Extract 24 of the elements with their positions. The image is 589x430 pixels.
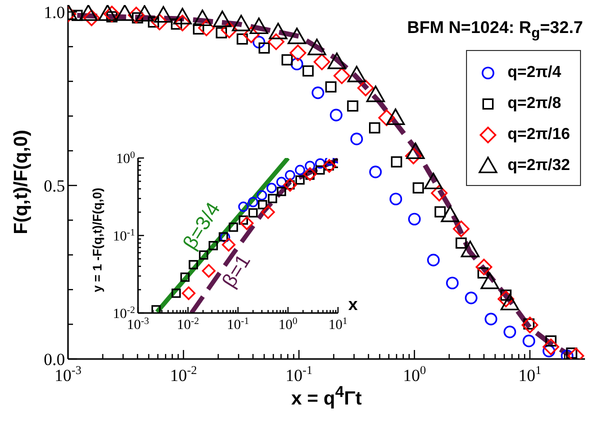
y-tick-label: 1.0 [44,2,65,22]
x-tick-label: 10$^{-2}$ [176,316,200,333]
x-tick-label: 10$^{1}$ [518,363,542,385]
legend-label: q=2π/8 [507,94,562,112]
legend-label: q=2π/32 [507,156,570,174]
x-tick-label: 10$^{-1}$ [226,316,250,333]
x-tick-label: 10$^{-3}$ [126,316,150,333]
x-tick-label: 10$^{0}$ [402,363,426,385]
x-tick-label: 10$^{-1}$ [286,363,312,385]
y-tick-label: 0.5 [44,176,65,196]
x-tick-label: 10$^{1}$ [328,316,348,333]
y-tick-label: 0.0 [44,350,65,369]
legend-label: q=2π/4 [507,64,562,82]
annotation: BFM N=1024: R$_{g}$=32.7 [407,18,583,42]
legend-label: q=2π/16 [507,126,570,144]
y-axis-title: y = 1 -F(q,t)/F(q,0) [90,188,104,292]
x-axis-title: x = q$^{4}$Γt [290,384,363,410]
x-tick-label: 10$^{0}$ [278,316,298,333]
y-axis-title: F(q,t)/F(q,0) [11,130,33,234]
x-axis-title: x [347,295,359,315]
annotation: β=1 [218,250,256,292]
y-tick-label: 10$^{0}$ [116,149,136,167]
y-tick-label: 10$^{-1}$ [112,226,136,244]
x-tick-label: 10$^{-2}$ [170,363,197,385]
